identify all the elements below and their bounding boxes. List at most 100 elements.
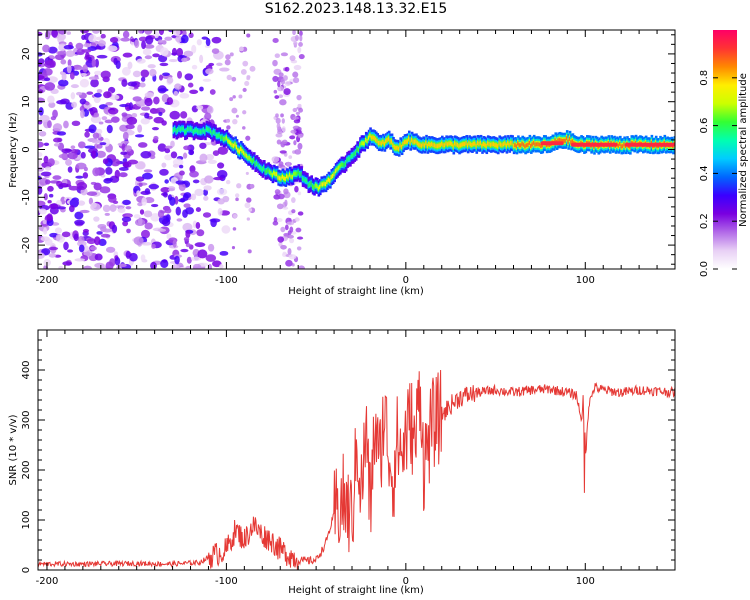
ridge-segment [232, 143, 236, 148]
noise-blob [89, 246, 97, 251]
noise-blob [296, 246, 302, 251]
ridge-segment [468, 141, 471, 146]
noise-blob [274, 53, 280, 59]
noise-blob [38, 75, 45, 80]
ridge-segment [445, 141, 448, 146]
noise-blob [290, 129, 297, 134]
noise-blob [210, 218, 217, 228]
ridge-segment [570, 140, 573, 145]
noise-blob [108, 107, 119, 115]
noise-blob [298, 53, 305, 60]
ridge-segment [278, 176, 282, 181]
y-tick-label: -20 [21, 237, 32, 253]
y-tick-label: 300 [21, 410, 32, 429]
ridge-segment [399, 143, 402, 148]
ridge-segment [260, 166, 263, 171]
ridge-segment [283, 176, 286, 181]
ridge-segment [234, 142, 237, 147]
ridge-segment [567, 139, 570, 144]
x-tick-label: -100 [215, 275, 238, 286]
noise-blob [92, 30, 100, 34]
noise-blob [77, 200, 86, 206]
ridge-segment [558, 137, 562, 142]
noise-blob [127, 61, 133, 70]
noise-blob [217, 208, 223, 216]
ridge-segment [284, 176, 288, 181]
noise-blob [196, 39, 202, 46]
noise-blob [282, 75, 288, 81]
noise-blob [96, 231, 103, 235]
noise-blob [277, 85, 284, 92]
noise-blob [195, 221, 201, 230]
noise-blob [212, 150, 220, 156]
ridge-segment [405, 139, 408, 144]
noise-blob [105, 101, 114, 106]
noise-blob [111, 224, 118, 234]
noise-blob [229, 52, 234, 57]
ridge-segment [350, 153, 354, 158]
noise-blob [109, 37, 119, 43]
ridge-segment [331, 174, 335, 179]
noise-blob [183, 50, 194, 57]
ridge-segment [252, 158, 256, 163]
noise-blob [287, 247, 292, 255]
ridge-segment [270, 171, 273, 176]
x-tick-label: 100 [576, 275, 595, 286]
ridge-segment [240, 146, 243, 151]
ridge-segment [479, 140, 483, 145]
noise-blob [288, 254, 297, 260]
noise-blob [52, 109, 58, 119]
ridge-segment [185, 129, 189, 134]
ridge-segment [258, 165, 262, 170]
noise-blob [117, 207, 126, 214]
noise-blob [63, 44, 74, 50]
noise-blob [207, 243, 215, 252]
noise-blob [73, 233, 79, 242]
noise-blob [85, 52, 90, 60]
noise-blob [231, 107, 238, 114]
noise-blob [88, 197, 94, 205]
noise-blob [48, 193, 54, 198]
noise-blob [150, 213, 161, 222]
noise-blob [246, 33, 251, 38]
noise-blob [48, 101, 56, 109]
noise-blob [185, 265, 192, 269]
noise-blob [183, 203, 191, 208]
noise-blob [88, 108, 94, 112]
ridge-segment [443, 143, 447, 148]
ridge-segment [392, 142, 395, 147]
ridge-segment [554, 138, 558, 143]
noise-blob [199, 54, 204, 64]
ridge-segment [518, 143, 522, 148]
noise-blob [283, 88, 291, 96]
ridge-segment [347, 156, 351, 161]
noise-blob [125, 250, 131, 259]
ridge-segment [484, 142, 487, 147]
noise-blob [120, 37, 131, 42]
noise-blob [44, 30, 51, 40]
colorbar: 0.0 0.2 0.4 0.6 0.8 Normalized spectral ampl… [699, 30, 749, 277]
ridge-segment [244, 152, 247, 157]
noise-blob [99, 142, 107, 146]
noise-blob [149, 68, 157, 77]
noise-blob [185, 243, 191, 248]
noise-blob [189, 149, 194, 155]
y-tick-label: 400 [21, 360, 32, 379]
noise-blob [278, 72, 284, 78]
noise-blob [61, 231, 71, 238]
ridge-segment [482, 142, 486, 147]
noise-blob [120, 151, 128, 156]
ridge-segment [307, 183, 311, 188]
ridge-segment [311, 184, 315, 189]
noise-blob [277, 236, 285, 243]
noise-blob [145, 35, 154, 45]
ridge-segment [486, 141, 490, 146]
noise-blob [75, 175, 84, 179]
ridge-segment [466, 143, 470, 148]
noise-blob [205, 153, 214, 161]
noise-blob [217, 198, 225, 205]
noise-blob [196, 229, 205, 237]
noise-blob [235, 197, 239, 202]
ridge-segment [557, 138, 560, 143]
